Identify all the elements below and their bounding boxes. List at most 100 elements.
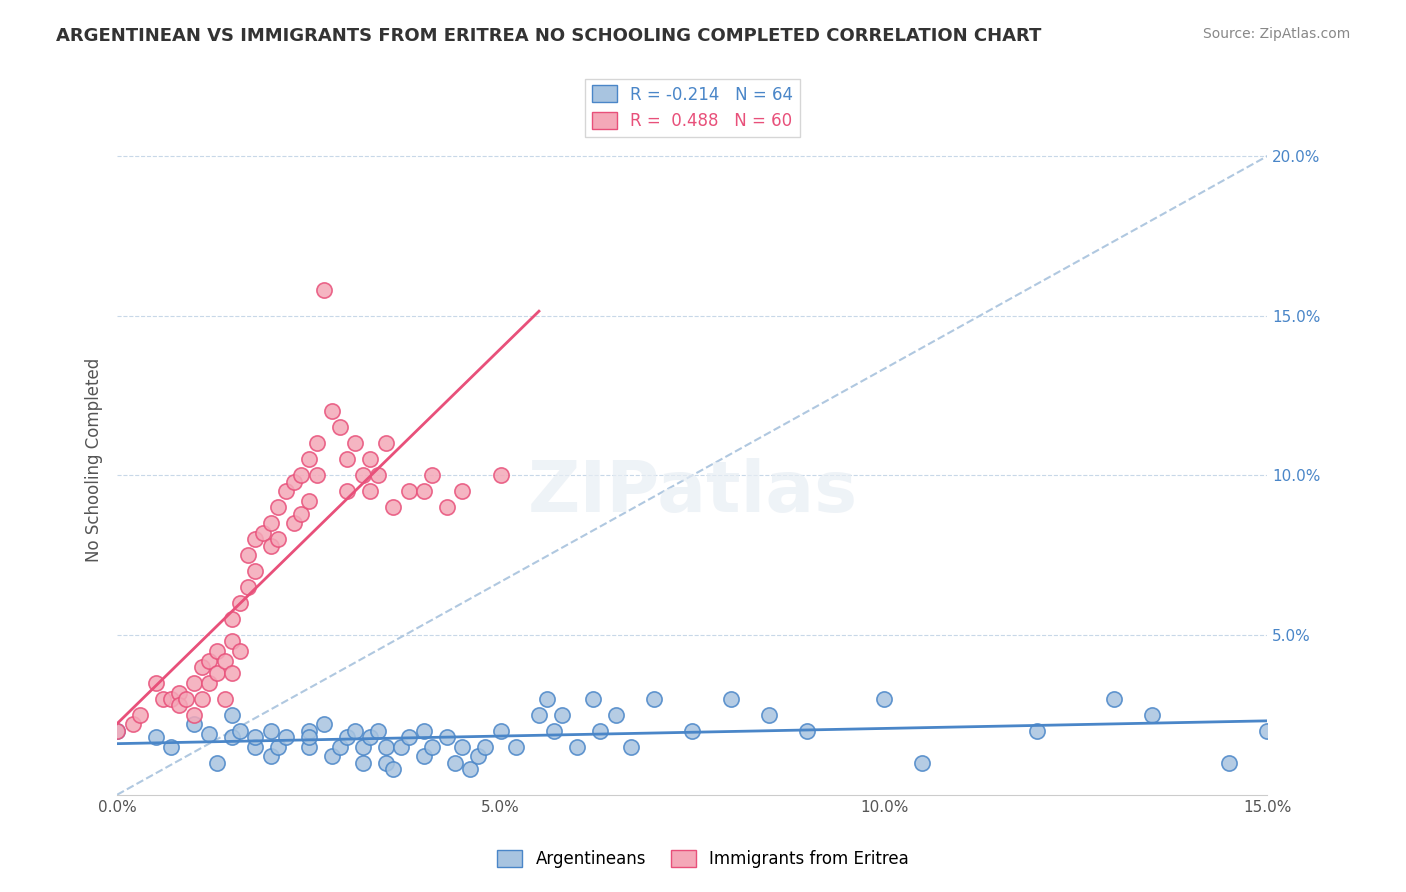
Point (167, 698, 190, 713)
Point (129, 707, 152, 722)
Point (911, 756, 934, 770)
Point (190, 660, 212, 674)
Point (413, 749, 436, 764)
Point (267, 500, 290, 515)
Point (398, 730, 420, 744)
Point (198, 654, 221, 668)
Point (283, 516, 305, 531)
Text: ZIPatlas: ZIPatlas (527, 458, 858, 527)
Point (183, 717, 205, 731)
Point (527, 707, 550, 722)
Point (505, 739, 527, 754)
Point (536, 692, 558, 706)
Point (245, 564, 267, 578)
Point (343, 436, 366, 450)
Point (290, 507, 312, 521)
Point (329, 420, 352, 434)
Point (389, 739, 412, 754)
Point (382, 500, 405, 515)
Point (259, 749, 281, 764)
Point (489, 468, 512, 483)
Point (436, 730, 458, 744)
Point (121, 717, 143, 731)
Point (245, 730, 267, 744)
Point (413, 484, 436, 499)
Point (298, 452, 321, 467)
Point (214, 692, 236, 706)
Point (1102, 692, 1125, 706)
Point (298, 730, 321, 744)
Point (183, 676, 205, 690)
Point (152, 692, 174, 706)
Point (336, 452, 359, 467)
Point (420, 739, 443, 754)
Point (274, 730, 297, 744)
Point (290, 468, 312, 483)
Point (551, 707, 574, 722)
Point (305, 468, 328, 483)
Legend: Argentineans, Immigrants from Eritrea: Argentineans, Immigrants from Eritrea (491, 843, 915, 875)
Point (160, 739, 183, 754)
Point (352, 739, 374, 754)
Point (214, 654, 236, 668)
Point (374, 756, 396, 770)
Point (298, 723, 321, 738)
Point (205, 756, 228, 770)
Point (283, 475, 305, 489)
Point (190, 692, 212, 706)
Text: ARGENTINEAN VS IMMIGRANTS FROM ERITREA NO SCHOOLING COMPLETED CORRELATION CHART: ARGENTINEAN VS IMMIGRANTS FROM ERITREA N… (56, 27, 1042, 45)
Point (183, 707, 205, 722)
Point (620, 739, 643, 754)
Point (451, 484, 474, 499)
Point (321, 404, 343, 418)
Point (1256, 723, 1278, 738)
Point (1218, 756, 1240, 770)
Point (105, 723, 128, 738)
Point (1026, 723, 1049, 738)
Point (198, 676, 221, 690)
Point (221, 730, 243, 744)
Point (720, 692, 742, 706)
Point (205, 666, 228, 681)
Point (1142, 707, 1164, 722)
Point (359, 484, 381, 499)
Y-axis label: No Schooling Completed: No Schooling Completed (86, 358, 103, 561)
Point (467, 749, 489, 764)
Point (474, 739, 496, 754)
Point (221, 707, 243, 722)
Point (382, 762, 405, 776)
Point (259, 516, 281, 531)
Point (359, 452, 381, 467)
Point (236, 548, 259, 562)
Point (343, 723, 366, 738)
Point (605, 707, 627, 722)
Point (321, 749, 343, 764)
Point (160, 692, 183, 706)
Point (229, 644, 252, 658)
Point (589, 723, 612, 738)
Point (298, 494, 321, 508)
Point (221, 634, 243, 648)
Point (352, 468, 374, 483)
Point (267, 533, 290, 547)
Point (367, 468, 389, 483)
Point (336, 730, 359, 744)
Point (267, 739, 290, 754)
Point (167, 685, 190, 699)
Point (314, 717, 336, 731)
Point (489, 723, 512, 738)
Point (236, 580, 259, 594)
Point (198, 727, 221, 741)
Point (681, 723, 703, 738)
Point (458, 762, 481, 776)
Point (305, 436, 328, 450)
Point (221, 666, 243, 681)
Point (420, 468, 443, 483)
Point (205, 644, 228, 658)
Point (398, 484, 420, 499)
Point (352, 756, 374, 770)
Point (298, 739, 321, 754)
Point (336, 484, 359, 499)
Point (329, 739, 352, 754)
Point (145, 676, 167, 690)
